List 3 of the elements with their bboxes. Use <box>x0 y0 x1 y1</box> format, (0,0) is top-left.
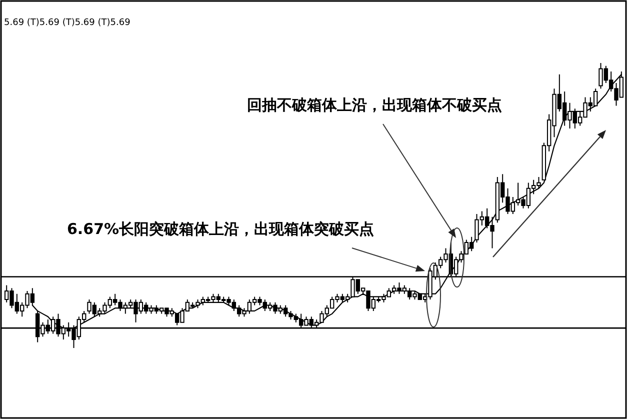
text: 5.69 (T)5.69 (T)5.69 (T)5.69 <box>4 18 131 28</box>
annotation: 回抽不破箱体上沿，出现箱体不破买点 <box>247 96 502 114</box>
annotation: 6.67%长阳突破箱体上沿，出现箱体突破买点 <box>67 220 374 238</box>
